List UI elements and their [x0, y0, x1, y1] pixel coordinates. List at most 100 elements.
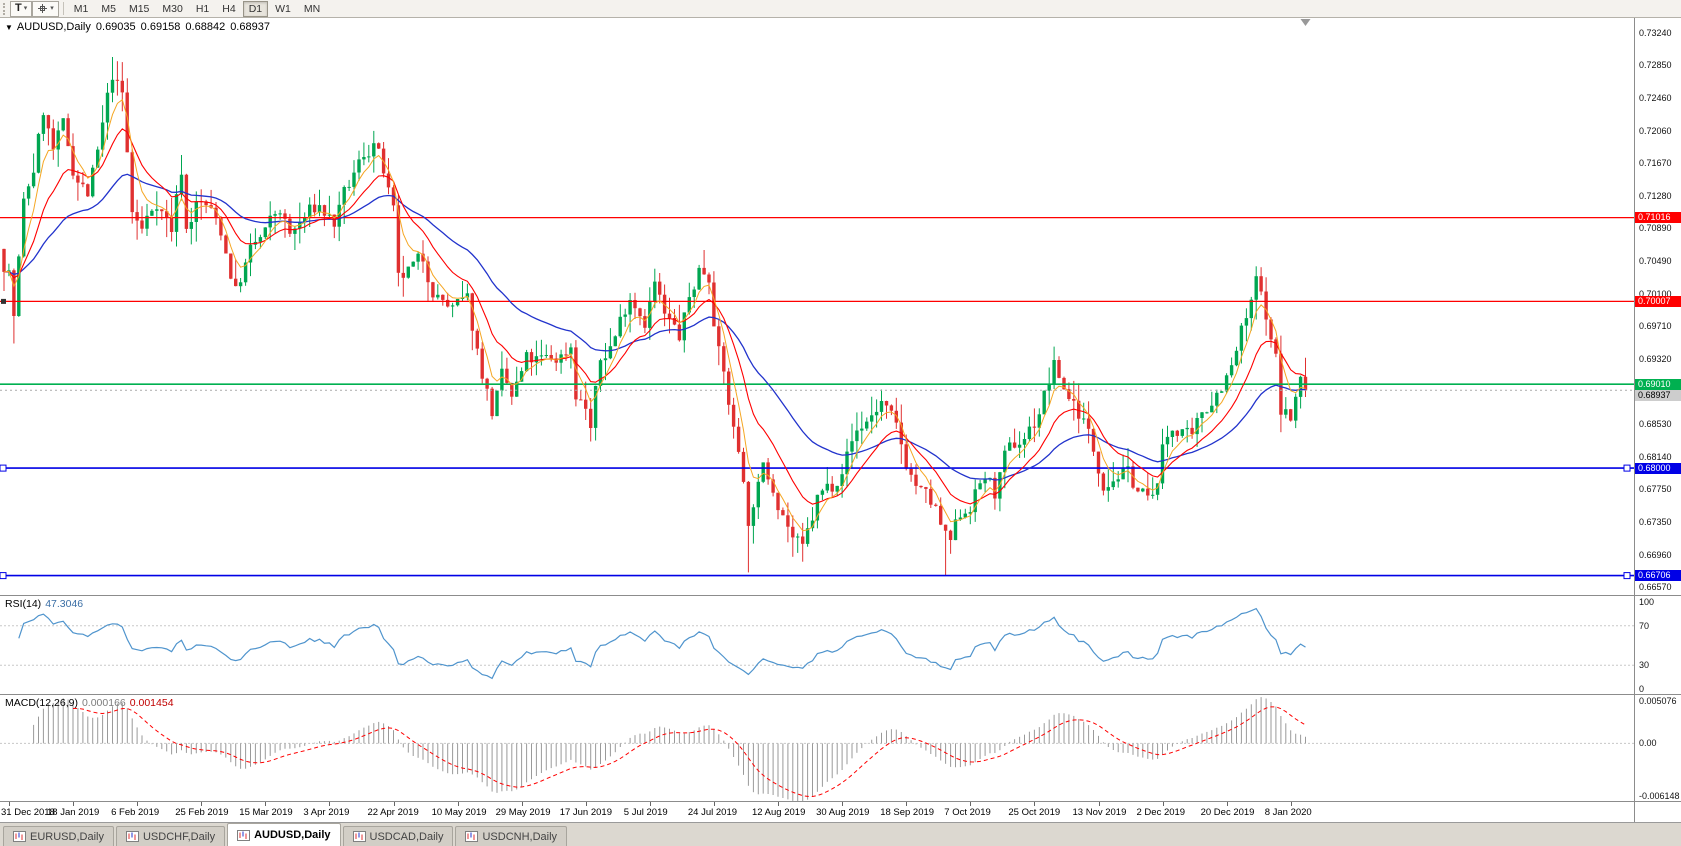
time-axis-label[interactable]: 24 Jul 2019	[687, 807, 738, 818]
time-axis-tick	[1162, 802, 1164, 806]
timeframe-m30-button[interactable]: M30	[156, 1, 188, 17]
chart-tab-audusd[interactable]: AUDUSD,Daily	[227, 823, 341, 846]
dropdown-caret-icon: ▾	[23, 5, 28, 12]
time-axis-label[interactable]: 6 Feb 2019	[111, 807, 160, 818]
price-level-tag: 0.68000	[1635, 462, 1681, 474]
timeframe-h1-button[interactable]: H1	[190, 1, 215, 17]
panel-separator[interactable]	[0, 694, 1681, 695]
ohlc-open: 0.69035	[95, 21, 136, 33]
chart-icon	[465, 831, 479, 842]
rsi-chart[interactable]	[0, 596, 1681, 695]
time-axis-label[interactable]: 20 Dec 2019	[1200, 807, 1255, 818]
rsi-axis-label: 100	[1639, 597, 1655, 607]
chart-tab-eurusd[interactable]: EURUSD,Daily	[3, 826, 114, 846]
price-axis-label: 0.72060	[1639, 125, 1672, 136]
time-axis-tick	[1290, 802, 1292, 806]
time-axis-tick	[393, 802, 395, 806]
time-axis-label[interactable]: 12 Aug 2019	[752, 807, 806, 818]
time-axis-label[interactable]: 17 Jun 2019	[559, 807, 612, 818]
time-axis-label[interactable]: 7 Oct 2019	[944, 807, 991, 818]
time-axis-tick	[329, 802, 331, 806]
time-axis-label[interactable]: 10 May 2019	[431, 807, 487, 818]
time-axis-tick	[265, 802, 267, 806]
timeframe-w1-button[interactable]: W1	[269, 1, 297, 17]
chart-tab-usdcnh[interactable]: USDCNH,Daily	[455, 826, 568, 846]
time-axis-tick	[1226, 802, 1228, 806]
time-axis-label[interactable]: 8 Jan 2020	[1264, 807, 1312, 818]
time-axis-label[interactable]: 5 Jul 2019	[623, 807, 668, 818]
crosshair-icon	[38, 4, 48, 13]
price-axis-label: 0.72460	[1639, 92, 1672, 103]
price-axis-label: 0.70100	[1639, 288, 1672, 299]
time-axis-tick	[137, 802, 139, 806]
price-axis-label: 0.71280	[1639, 190, 1672, 201]
chart-tab-usdchf[interactable]: USDCHF,Daily	[115, 826, 226, 846]
time-axis-label[interactable]: 18 Jan 2019	[47, 807, 100, 818]
timeframe-d1-button[interactable]: D1	[242, 0, 269, 17]
tab-label: EURUSD,Daily	[30, 830, 104, 843]
time-axis-label[interactable]: 29 May 2019	[495, 807, 551, 818]
chart-tab-usdcad[interactable]: USDCAD,Daily	[342, 826, 454, 846]
tab-label: USDCNH,Daily	[482, 830, 558, 843]
ohlc-close: 0.68937	[230, 21, 270, 33]
price-axis-label: 0.72850	[1639, 60, 1672, 71]
time-axis-tick	[457, 802, 459, 806]
price-level-tag: 0.69010	[1635, 378, 1681, 390]
time-axis-tick	[1098, 802, 1100, 806]
price-axis-label: 0.69320	[1639, 353, 1672, 364]
time-axis-label[interactable]: 25 Feb 2019	[175, 807, 229, 818]
time-axis-label[interactable]: 18 Sep 2019	[880, 807, 935, 818]
panel-separator	[0, 801, 1681, 802]
timeframe-h4-button[interactable]: H4	[216, 1, 241, 17]
time-axis-label[interactable]: 22 Apr 2019	[367, 807, 419, 818]
time-axis-tick	[649, 802, 651, 806]
time-axis-label[interactable]: 31 Dec 2018	[1, 807, 55, 818]
macd-axis-label: 0.005076	[1639, 696, 1677, 706]
price-axis-label: 0.69710	[1639, 321, 1672, 332]
timeframe-m15-button[interactable]: M15	[123, 1, 155, 17]
timeframe-mn-button[interactable]: MN	[298, 1, 326, 17]
macd-chart[interactable]	[0, 695, 1681, 802]
timeframe-m5-button[interactable]: M5	[95, 1, 122, 17]
chart-window: ▼ AUDUSD,Daily 0.69035 0.69158 0.68842 0.6893…	[0, 18, 1681, 822]
price-level-tag: 0.71016	[1635, 212, 1681, 224]
time-axis-tick	[906, 802, 908, 806]
time-axis-tick	[1034, 802, 1036, 806]
toolbar-separator	[62, 2, 64, 15]
time-axis-label[interactable]: 13 Nov 2019	[1072, 807, 1127, 818]
timeframe-toolbar: M1 M5 M15 M30 H1 H4 D1 W1 MN	[68, 0, 326, 17]
toolbar-grip[interactable]	[3, 2, 7, 15]
rsi-axis-label: 0	[1639, 684, 1645, 694]
time-axis-label[interactable]: 15 Mar 2019	[239, 807, 293, 818]
ohlc-low: 0.68842	[185, 21, 226, 33]
chart-icon	[13, 831, 26, 842]
rsi-axis-label: 70	[1639, 620, 1650, 631]
macd-axis-label: 0.00	[1639, 738, 1657, 749]
crosshair-tool-button[interactable]: ▾	[32, 0, 59, 17]
macd-name: MACD(12,26,9)	[5, 697, 78, 709]
text-tool-label: T	[15, 2, 22, 14]
candlestick-chart[interactable]	[0, 18, 1681, 596]
macd-signal-value: 0.001454	[129, 697, 174, 709]
price-axis-label: 0.66570	[1639, 581, 1672, 592]
price-scale-border[interactable]	[1634, 18, 1635, 822]
price-axis-label: 0.71670	[1639, 158, 1672, 169]
chart-icon	[237, 829, 251, 841]
ohlc-high: 0.69158	[140, 21, 181, 33]
time-axis-tick	[713, 802, 715, 806]
price-axis-label: 0.67750	[1639, 483, 1672, 494]
dropdown-caret-icon: ▾	[50, 5, 54, 12]
time-axis-label[interactable]: 3 Apr 2019	[303, 807, 350, 818]
time-axis-label[interactable]: 25 Oct 2019	[1008, 807, 1061, 818]
chart-title-bar: ▼ AUDUSD,Daily 0.69035 0.69158 0.68842 0.6893…	[5, 21, 270, 33]
timeframe-m1-button[interactable]: M1	[68, 1, 95, 17]
chart-menu-arrow-icon[interactable]: ▼	[5, 23, 13, 32]
macd-axis-label: -0.006148	[1639, 791, 1680, 801]
price-level-tag: 0.70007	[1635, 295, 1681, 307]
time-axis-label[interactable]: 2 Dec 2019	[1136, 807, 1186, 818]
tab-label: USDCAD,Daily	[369, 830, 444, 843]
time-axis-label[interactable]: 30 Aug 2019	[816, 807, 870, 818]
macd-indicator-label: MACD(12,26,9) 0.000166 0.001454	[5, 697, 174, 709]
text-tool-button[interactable]: T ▾	[10, 0, 33, 17]
panel-separator[interactable]	[0, 595, 1681, 596]
